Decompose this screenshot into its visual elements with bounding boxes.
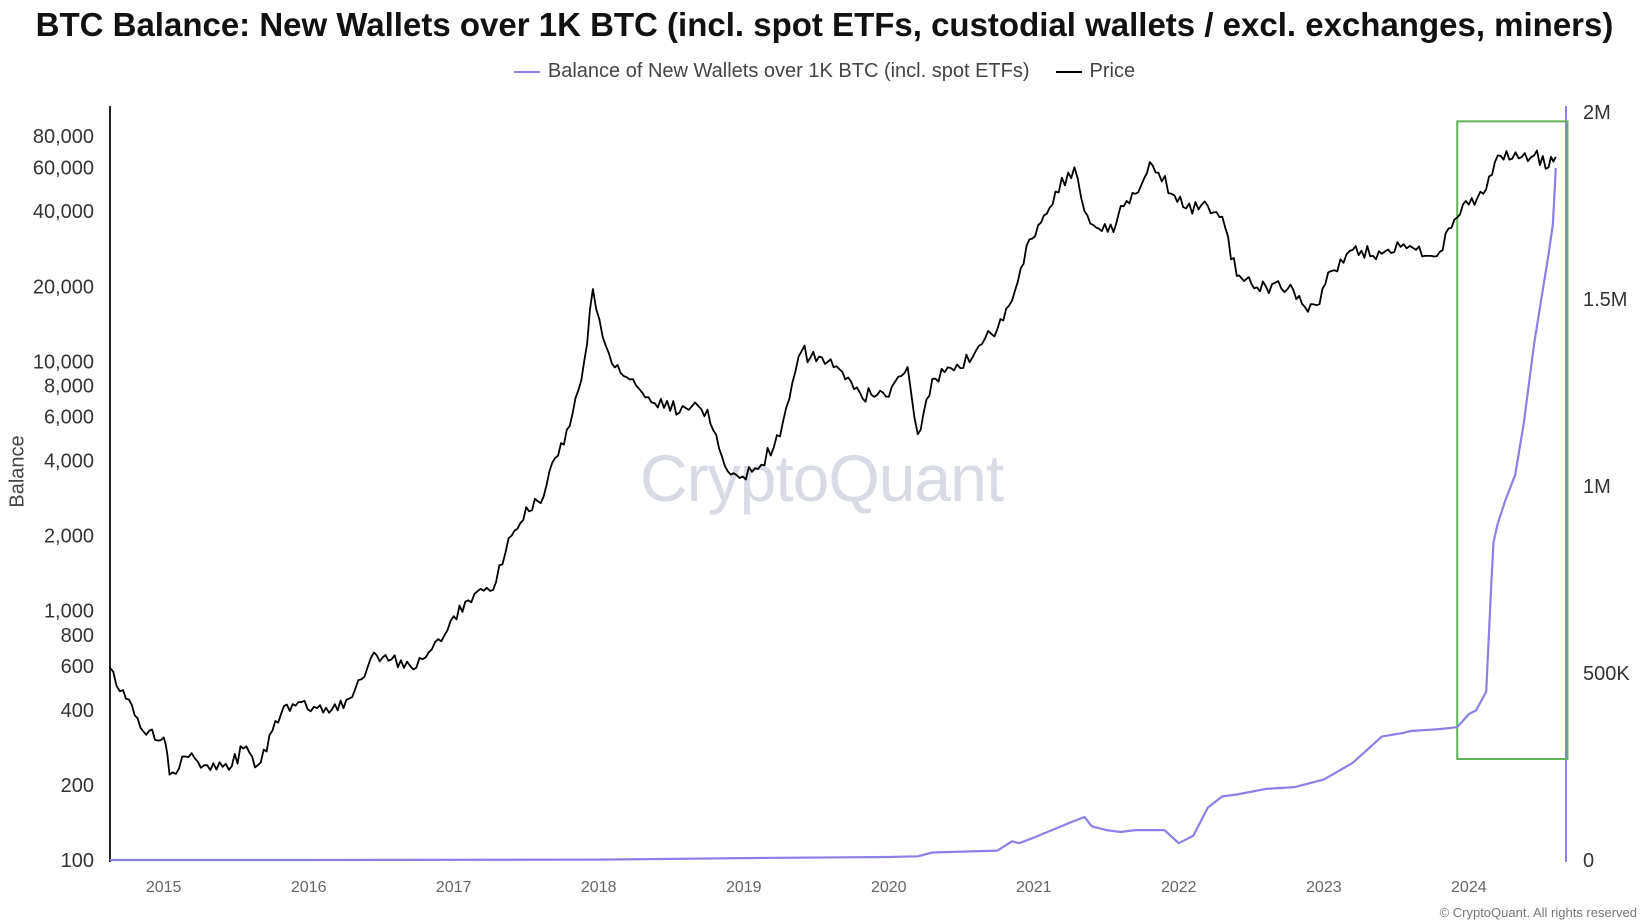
left-tick-label: 200 bbox=[61, 775, 94, 797]
x-tick-label: 2017 bbox=[436, 879, 472, 896]
right-tick-label: 2M bbox=[1583, 102, 1611, 124]
legend-swatch-balance bbox=[513, 70, 540, 73]
x-tick-label: 2024 bbox=[1451, 879, 1487, 896]
legend-label-price: Price bbox=[1089, 60, 1136, 82]
left-tick-label: 100 bbox=[61, 850, 94, 872]
left-tick-label: 6,000 bbox=[44, 407, 94, 429]
legend-item-balance[interactable]: Balance of New Wallets over 1K BTC (incl… bbox=[513, 60, 1030, 83]
right-tick-label: 1.5M bbox=[1583, 289, 1627, 311]
right-tick-label: 0 bbox=[1583, 850, 1594, 872]
legend-swatch-price bbox=[1055, 70, 1082, 73]
legend-label-balance: Balance of New Wallets over 1K BTC (incl… bbox=[547, 60, 1030, 82]
left-tick-label: 800 bbox=[61, 625, 94, 647]
highlight-box bbox=[1456, 120, 1569, 761]
x-tick-label: 2023 bbox=[1306, 879, 1342, 896]
watermark: CryptoQuant bbox=[640, 441, 1004, 515]
left-tick-label: 400 bbox=[61, 700, 94, 722]
left-tick-label: 80,000 bbox=[33, 126, 94, 148]
x-tick-label: 2018 bbox=[581, 879, 617, 896]
x-tick-label: 2016 bbox=[291, 879, 327, 896]
balance-series-line bbox=[110, 168, 1557, 862]
right-tick-label: 1M bbox=[1583, 476, 1611, 498]
x-tick-label: 2019 bbox=[726, 879, 762, 896]
copyright-notice: © CryptoQuant. All rights reserved bbox=[1439, 905, 1637, 920]
y-axis-label: Balance bbox=[6, 435, 29, 508]
x-tick-label: 2021 bbox=[1016, 879, 1052, 896]
legend: Balance of New Wallets over 1K BTC (incl… bbox=[0, 60, 1649, 83]
left-tick-label: 1,000 bbox=[44, 601, 94, 623]
x-tick-label: 2022 bbox=[1161, 879, 1197, 896]
left-tick-label: 60,000 bbox=[33, 157, 94, 179]
left-tick-label: 20,000 bbox=[33, 276, 94, 298]
legend-item-price[interactable]: Price bbox=[1055, 60, 1136, 83]
left-tick-label: 10,000 bbox=[33, 351, 94, 373]
left-tick-label: 4,000 bbox=[44, 451, 94, 473]
left-tick-label: 600 bbox=[61, 656, 94, 678]
x-tick-label: 2015 bbox=[146, 879, 182, 896]
price-series-line bbox=[109, 149, 1557, 776]
x-tick-label: 2020 bbox=[871, 879, 907, 896]
left-tick-label: 8,000 bbox=[44, 375, 94, 397]
left-tick-label: 40,000 bbox=[33, 201, 94, 223]
chart-title: BTC Balance: New Wallets over 1K BTC (in… bbox=[35, 6, 1614, 43]
left-tick-label: 2,000 bbox=[44, 526, 94, 548]
right-tick-label: 500K bbox=[1583, 663, 1630, 685]
